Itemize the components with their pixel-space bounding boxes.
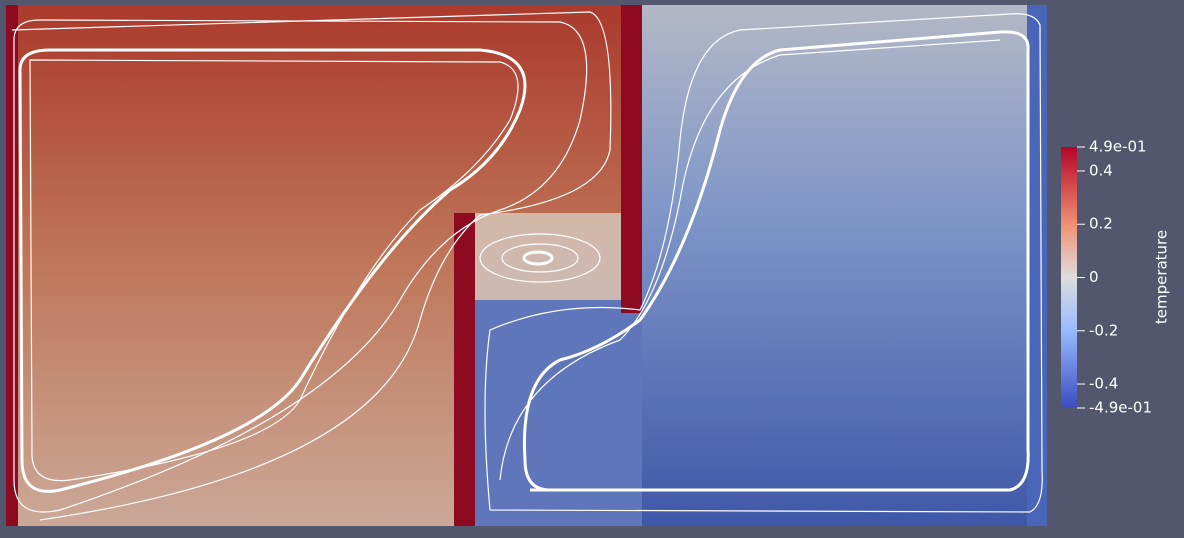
tick-label: 0.2 (1089, 215, 1113, 233)
colorbar-title: temperature (1153, 230, 1171, 324)
tick-label: 0 (1089, 268, 1099, 286)
streamline (499, 39, 1001, 481)
hot-wall (6, 5, 18, 526)
streamline (13, 19, 588, 513)
streamline (18, 48, 527, 493)
colorbar (1061, 147, 1077, 408)
tick-label: 0.4 (1089, 161, 1113, 179)
vortex (501, 243, 579, 273)
tick-label: -0.4 (1089, 375, 1118, 393)
vortex (522, 250, 554, 266)
tick-label: -0.2 (1089, 321, 1118, 339)
streamlines (11, 11, 1043, 521)
streamline (522, 30, 1030, 492)
tick-label: 4.9e-01 (1089, 138, 1147, 156)
cold-region (642, 5, 1047, 526)
cold-wall (1027, 5, 1047, 526)
tick-label: -4.9e-01 (1089, 399, 1152, 417)
streamline (11, 11, 612, 521)
streamline (29, 59, 519, 482)
field (6, 5, 1047, 526)
baffle (454, 213, 475, 526)
baffle (621, 5, 642, 313)
vortex (479, 233, 601, 283)
streamline (484, 13, 1043, 513)
